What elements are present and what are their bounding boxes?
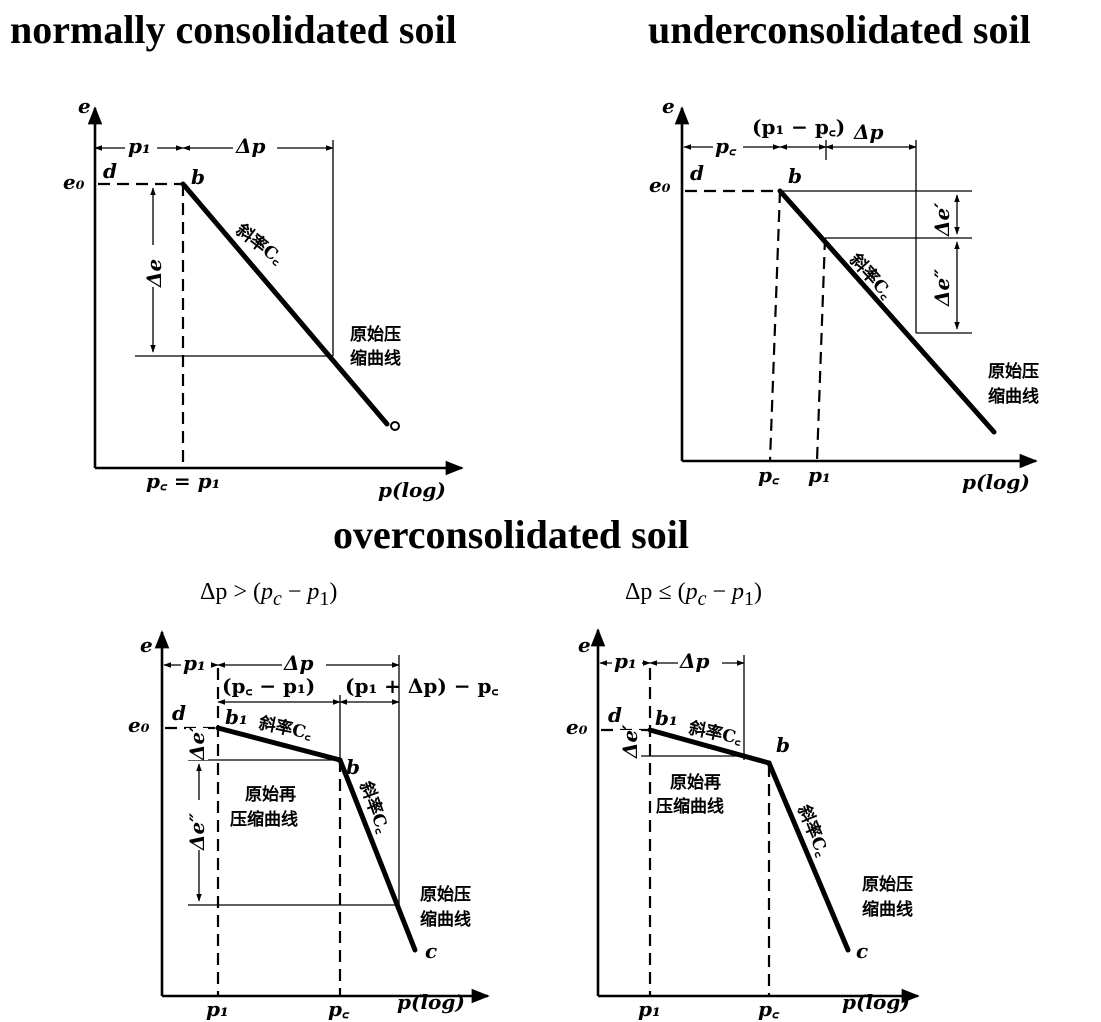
p1-dim-label: p₁: [128, 134, 151, 158]
pc-eq-p1-label: p꜀ = p₁: [146, 469, 220, 493]
p-axis-label: p(log): [842, 990, 910, 1014]
virgin-compression-curve: [337, 757, 418, 953]
p-axis-label: p(log): [378, 478, 446, 502]
diagram-overconsolidated-large-dp: e e₀ p(log) p₁ Δp (p꜀ − p₁) (p₁ + Δp) − …: [128, 630, 499, 1021]
pc-minus-p1-label: (p꜀ − p₁): [222, 674, 315, 698]
heading-underconsolidated: underconsolidated soil: [648, 7, 1031, 52]
de2-label: Δe″: [185, 813, 209, 851]
point-b: b: [776, 733, 790, 757]
virgin-curve-label-2: 缩曲线: [420, 909, 471, 930]
recompression-label-1: 原始再: [245, 784, 296, 805]
e-axis-label: e: [662, 94, 675, 118]
condition-left: Δp > (pc − p1): [200, 579, 338, 610]
dp-dim-label: Δp: [283, 651, 314, 675]
de2-label: Δe″: [930, 269, 954, 307]
diagram-underconsolidated: e e₀ p(log) p꜀ (p₁ − p꜀) Δp Δe′ Δe″ d b …: [649, 94, 1039, 494]
recompression-curve: [215, 725, 343, 763]
point-b: b: [346, 755, 360, 779]
pc-axis-label: p꜀: [328, 997, 350, 1021]
p1-dim-label: p₁: [614, 649, 637, 673]
recompression-label-2: 压缩曲线: [656, 796, 724, 817]
condition-right: Δp ≤ (pc − p1): [625, 579, 763, 610]
virgin-curve-label-1: 原始压: [350, 324, 401, 345]
heading-normally-consolidated: normally consolidated soil: [10, 7, 457, 52]
de1-label: Δe′: [185, 726, 209, 761]
virgin-curve-label-1: 原始压: [988, 361, 1039, 382]
point-c: c: [425, 939, 437, 963]
pc-axis-label: p꜀: [758, 463, 780, 487]
pc-dim-label: p꜀: [715, 134, 737, 158]
e-axis-label: e: [140, 633, 153, 657]
p-axis-label: p(log): [397, 990, 465, 1014]
e0-label: e₀: [63, 170, 85, 194]
p1-minus-pc-label: (p₁ − p꜀): [752, 115, 845, 139]
pc-axis-label: p꜀: [758, 997, 780, 1021]
e0-label: e₀: [649, 173, 671, 197]
e-axis-label: e: [78, 94, 91, 118]
p1-vertical: [815, 237, 827, 462]
p-axis-label: p(log): [962, 470, 1030, 494]
point-d: d: [103, 159, 117, 183]
virgin-curve-label-1: 原始压: [420, 884, 471, 905]
heading-overconsolidated: overconsolidated soil: [333, 512, 689, 557]
virgin-curve-label-2: 缩曲线: [988, 386, 1039, 407]
point-d: d: [690, 161, 704, 185]
point-c: c: [856, 939, 868, 963]
virgin-compression-curve: [180, 181, 390, 427]
p1-axis-label: p₁: [808, 463, 831, 487]
pc-vertical: [768, 190, 782, 462]
point-b: b: [788, 164, 802, 188]
recompression-label-2: 压缩曲线: [230, 809, 298, 830]
p1-axis-label: p₁: [206, 997, 229, 1021]
recompression-label-1: 原始再: [670, 772, 721, 793]
e0-label: e₀: [128, 713, 150, 737]
diagram-normally-consolidated: e e₀ p(log) p₁ Δp Δe d b 斜率C꜀ 原始压 缩曲线 p꜀…: [63, 94, 464, 502]
e-axis-label: e: [578, 633, 591, 657]
p1-axis-label: p₁: [638, 997, 661, 1021]
dp-dim-label: Δp: [679, 649, 710, 673]
virgin-compression-curve: [766, 760, 851, 953]
point-d: d: [608, 703, 622, 727]
slope-cc-label: 斜率C꜀: [231, 219, 287, 269]
virgin-curve-label-2: 缩曲线: [862, 899, 913, 920]
dp-dim-label: Δp: [235, 134, 266, 158]
de1-label: Δe′: [930, 202, 954, 237]
de-label: Δe: [142, 259, 166, 288]
dp-dim-label: Δp: [853, 120, 884, 144]
diagram-overconsolidated-small-dp: e e₀ p(log) p₁ Δp Δe′ d b₁ b c 斜率C꜀ 斜率C꜀…: [566, 628, 920, 1021]
p1-dim-label: p₁: [183, 651, 206, 675]
virgin-curve-label-1: 原始压: [862, 874, 913, 895]
p1dp-minus-pc-label: (p₁ + Δp) − p꜀: [345, 674, 499, 698]
point-b1: b₁: [655, 706, 678, 730]
point-d: d: [172, 701, 186, 725]
point-b1: b₁: [225, 705, 248, 729]
de1-label: Δe′: [618, 724, 642, 759]
virgin-compression-curve: [777, 188, 997, 435]
point-b: b: [191, 165, 205, 189]
e0-label: e₀: [566, 715, 588, 739]
recompression-curve: [647, 727, 772, 766]
virgin-curve-label-2: 缩曲线: [350, 348, 401, 369]
